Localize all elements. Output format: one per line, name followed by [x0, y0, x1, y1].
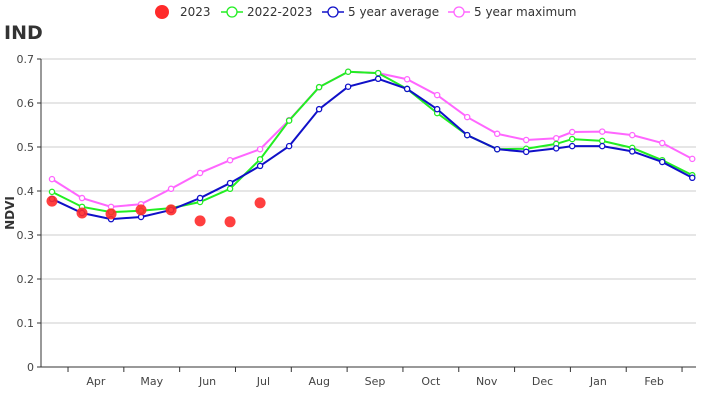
- data-point: [165, 204, 177, 216]
- legend-marker-icon: [327, 6, 339, 18]
- axes: 0 0.1 0.2 0.3 0.4 0.5 0.6 0.7 Apr May Jun Jul Aug Sep…: [17, 53, 696, 388]
- x-tick-label: Sep: [365, 375, 386, 388]
- data-point: [658, 139, 666, 147]
- data-point: [76, 207, 88, 219]
- x-tick-label: Oct: [421, 375, 441, 388]
- data-point: [224, 216, 236, 228]
- data-point: [629, 148, 636, 155]
- data-point: [315, 105, 323, 113]
- data-point: [78, 194, 86, 202]
- data-point: [344, 68, 352, 76]
- series-2022-2023: [48, 68, 696, 216]
- data-point: [226, 185, 234, 193]
- data-point: [522, 148, 530, 156]
- legend-item[interactable]: 2023: [155, 5, 211, 19]
- data-point: [256, 145, 264, 153]
- data-point: [689, 155, 696, 163]
- y-tick-label: 0.2: [17, 273, 35, 286]
- data-point: [598, 142, 606, 150]
- data-point: [568, 135, 576, 143]
- series-2023: [46, 195, 266, 228]
- legend[interactable]: 2023 2022-2023 5 year average 5 year maximu…: [155, 5, 577, 19]
- data-point: [256, 162, 264, 170]
- data-point: [433, 91, 441, 99]
- data-point: [196, 194, 204, 202]
- data-point: [568, 128, 576, 136]
- legend-marker-icon: [226, 6, 238, 18]
- data-point: [463, 131, 471, 139]
- x-tick-label: May: [140, 375, 163, 388]
- legend-label: 2023: [180, 5, 211, 19]
- data-point: [315, 83, 323, 91]
- data-point: [48, 175, 56, 183]
- data-point: [598, 128, 606, 135]
- data-point: [256, 156, 264, 163]
- x-tick-label: Dec: [532, 375, 553, 388]
- x-tick-label: Apr: [86, 375, 106, 388]
- x-tick-label: Jul: [256, 375, 270, 388]
- data-point: [493, 130, 501, 138]
- legend-item[interactable]: 5 year maximum: [448, 5, 577, 19]
- y-tick-label: 0.5: [17, 141, 35, 154]
- legend-label: 2022-2023: [247, 5, 312, 19]
- x-tick-label: Jun: [198, 375, 216, 388]
- series-layer: [46, 68, 696, 228]
- legend-label: 5 year average: [348, 5, 439, 19]
- data-point: [46, 195, 58, 207]
- legend-item[interactable]: 2022-2023: [221, 5, 312, 19]
- series-line: [51, 70, 693, 208]
- series-5-year-average: [48, 75, 696, 223]
- data-point: [135, 204, 147, 216]
- data-point: [522, 136, 530, 144]
- data-point: [629, 131, 636, 139]
- gridlines: [41, 58, 696, 324]
- legend-marker-icon: [453, 6, 465, 18]
- data-point: [226, 179, 234, 187]
- y-tick-label: 0: [27, 361, 34, 374]
- legend-marker-icon: [155, 5, 169, 19]
- data-point: [344, 83, 352, 90]
- data-point: [552, 145, 560, 152]
- data-point: [374, 75, 382, 83]
- series-line: [51, 77, 693, 221]
- data-point: [658, 158, 666, 166]
- data-point: [374, 69, 382, 77]
- data-point: [48, 188, 56, 196]
- data-point: [285, 142, 293, 150]
- data-point: [598, 137, 606, 145]
- data-point: [226, 156, 234, 164]
- legend-item[interactable]: 5 year average: [322, 5, 439, 19]
- chart-title: IND: [4, 22, 43, 44]
- legend-label: 5 year maximum: [474, 5, 577, 19]
- data-point: [463, 113, 471, 121]
- x-tick-label: Aug: [308, 375, 329, 388]
- y-tick-label: 0.3: [17, 229, 35, 242]
- data-point: [689, 174, 696, 182]
- data-point: [196, 169, 204, 177]
- x-tick-label: Feb: [644, 375, 663, 388]
- data-point: [403, 75, 411, 83]
- x-tick-label: Jan: [589, 375, 607, 388]
- y-tick-label: 0.1: [17, 317, 35, 330]
- y-tick-label: 0.6: [17, 97, 35, 110]
- y-tick-label: 0.7: [17, 53, 35, 66]
- data-point: [433, 105, 441, 113]
- x-tick-label: Nov: [476, 375, 498, 388]
- data-point: [285, 117, 293, 124]
- data-point: [194, 215, 206, 227]
- data-point: [254, 197, 266, 209]
- series-5-year-maximum: [48, 68, 696, 211]
- data-point: [552, 134, 560, 142]
- y-tick-label: 0.4: [17, 185, 35, 198]
- data-point: [568, 142, 576, 150]
- y-axis-label: NDVI: [3, 196, 17, 230]
- data-point: [493, 145, 501, 153]
- data-point: [403, 85, 411, 93]
- data-point: [105, 208, 117, 220]
- data-point: [167, 185, 175, 193]
